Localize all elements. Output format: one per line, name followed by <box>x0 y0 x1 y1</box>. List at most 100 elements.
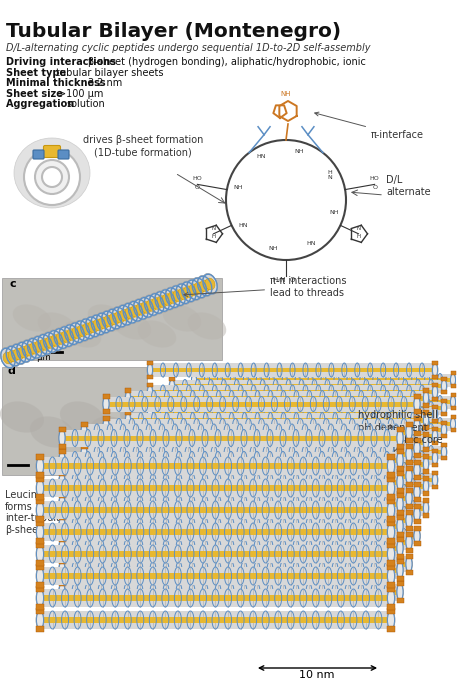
Bar <box>117 436 124 440</box>
Bar <box>126 474 133 478</box>
Bar <box>387 626 395 632</box>
Bar <box>334 474 341 478</box>
Bar <box>221 546 228 550</box>
Bar <box>62 524 400 529</box>
Ellipse shape <box>104 315 114 327</box>
Bar <box>166 434 173 438</box>
Bar <box>131 484 138 488</box>
Bar <box>65 436 72 440</box>
Bar <box>441 421 447 425</box>
Bar <box>62 436 400 441</box>
Bar <box>441 412 447 416</box>
Bar <box>81 488 88 493</box>
Bar <box>178 562 185 566</box>
Bar <box>296 434 302 438</box>
Bar <box>84 512 409 528</box>
Bar <box>106 507 417 522</box>
Text: hydrophilic shell: hydrophilic shell <box>358 410 438 429</box>
Bar <box>234 524 241 528</box>
Bar <box>335 478 341 482</box>
Bar <box>441 434 447 438</box>
Bar <box>55 508 62 513</box>
Ellipse shape <box>125 479 131 493</box>
Ellipse shape <box>405 446 412 462</box>
Bar <box>287 396 293 400</box>
Bar <box>192 456 199 460</box>
Bar <box>451 371 456 375</box>
Bar <box>210 423 217 426</box>
Bar <box>248 396 255 400</box>
Bar <box>257 456 264 460</box>
Bar <box>181 508 187 513</box>
Bar <box>291 534 297 538</box>
Bar <box>106 574 112 579</box>
Bar <box>395 429 402 432</box>
Bar <box>174 534 181 538</box>
Bar <box>365 396 371 400</box>
Bar <box>200 468 207 472</box>
Bar <box>234 590 241 594</box>
Bar <box>392 401 398 404</box>
Ellipse shape <box>81 556 88 572</box>
Bar <box>434 385 441 388</box>
Bar <box>222 484 228 488</box>
Bar <box>294 574 300 579</box>
Bar <box>135 424 142 428</box>
Bar <box>106 529 417 544</box>
Bar <box>296 456 302 460</box>
Bar <box>404 423 411 426</box>
Bar <box>288 423 294 426</box>
Circle shape <box>35 160 69 194</box>
Bar <box>344 385 350 388</box>
Bar <box>103 431 110 436</box>
Bar <box>117 502 124 506</box>
Bar <box>390 590 397 594</box>
Bar <box>135 534 142 538</box>
Ellipse shape <box>125 308 135 319</box>
Bar <box>361 478 367 482</box>
Bar <box>409 451 415 454</box>
Bar <box>143 546 150 550</box>
Bar <box>247 502 254 506</box>
Bar <box>338 590 345 594</box>
Bar <box>365 418 371 422</box>
Bar <box>78 480 85 484</box>
Bar <box>257 478 264 482</box>
Bar <box>103 482 110 487</box>
Bar <box>326 440 332 444</box>
Bar <box>334 518 341 522</box>
Bar <box>55 574 62 579</box>
Bar <box>139 474 146 478</box>
Bar <box>84 446 409 462</box>
Bar <box>125 403 131 408</box>
Bar <box>317 512 323 516</box>
Bar <box>36 476 44 482</box>
Bar <box>279 385 285 388</box>
Bar <box>418 379 424 382</box>
Bar <box>382 402 388 406</box>
Bar <box>204 474 211 478</box>
Bar <box>266 429 273 432</box>
Ellipse shape <box>147 363 153 377</box>
Bar <box>414 453 421 458</box>
Bar <box>117 568 124 572</box>
Bar <box>239 402 246 406</box>
Bar <box>407 490 414 494</box>
Bar <box>125 469 131 474</box>
Bar <box>128 501 426 516</box>
Bar <box>170 418 177 422</box>
Bar <box>416 440 423 444</box>
Bar <box>278 446 284 450</box>
Text: NH: NH <box>233 184 243 190</box>
Bar <box>128 418 426 423</box>
Bar <box>343 490 349 494</box>
Bar <box>205 434 211 438</box>
Bar <box>425 456 432 460</box>
Bar <box>352 440 358 444</box>
Bar <box>191 452 198 456</box>
Bar <box>387 542 395 548</box>
Ellipse shape <box>11 343 26 364</box>
Bar <box>169 458 176 462</box>
Bar <box>200 512 207 516</box>
Bar <box>256 486 263 491</box>
